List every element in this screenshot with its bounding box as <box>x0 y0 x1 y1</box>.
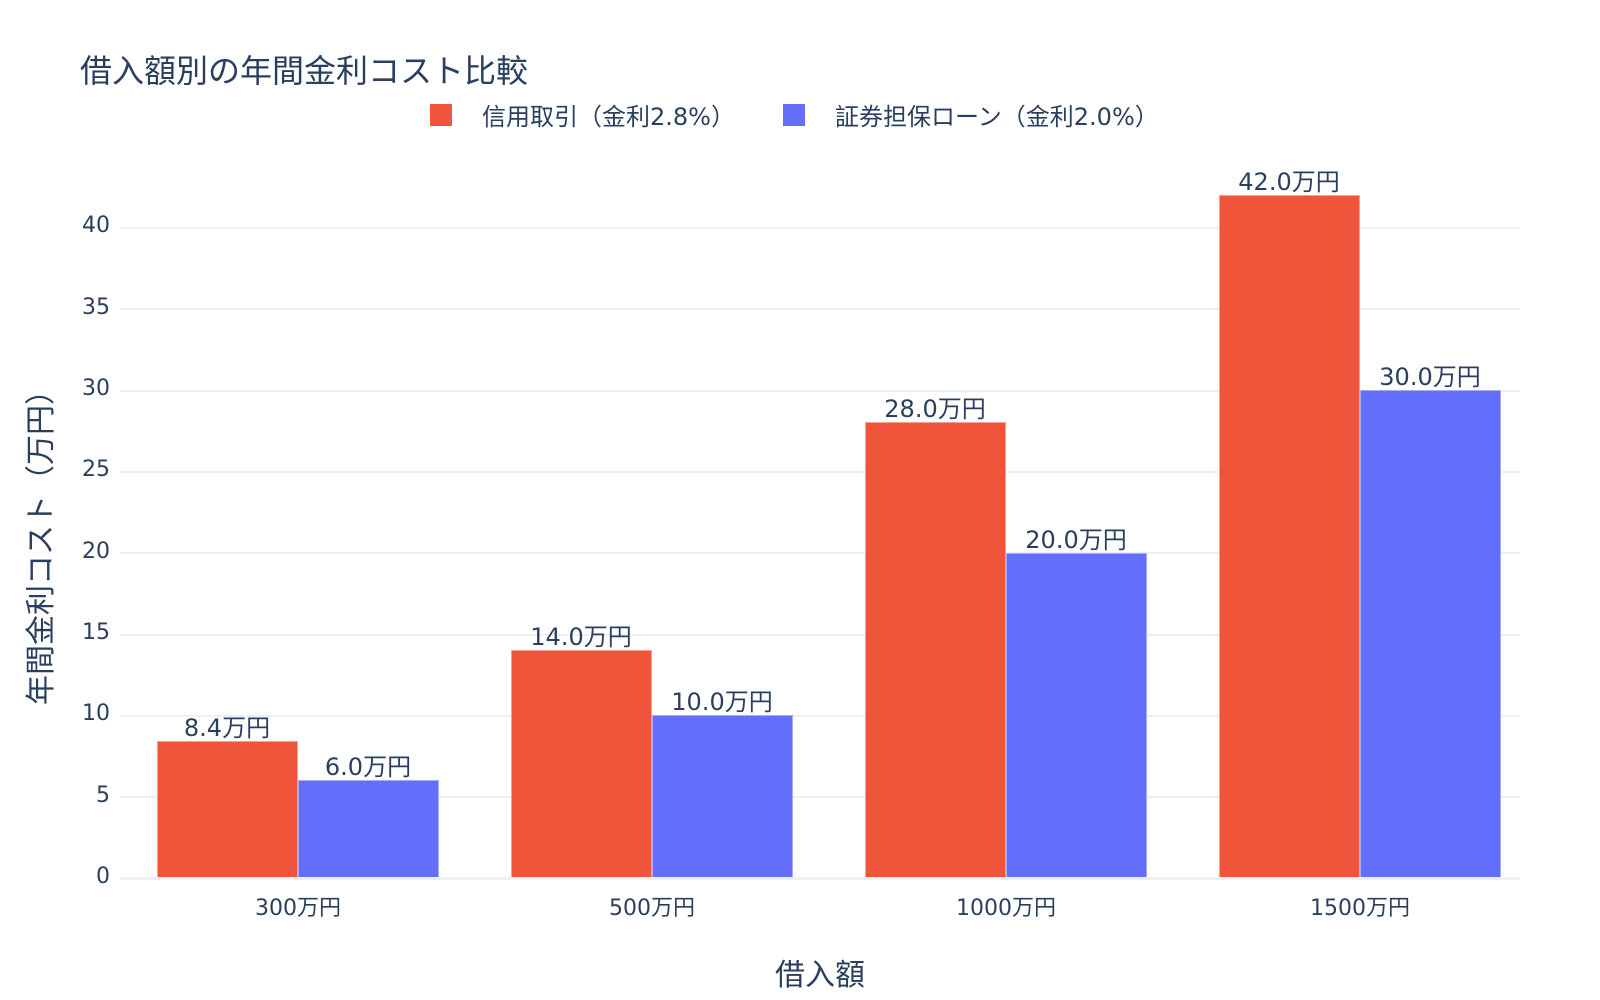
bar-loan-1500[interactable] <box>1360 390 1501 878</box>
bar-value-label: 10.0万円 <box>671 688 773 716</box>
bar-value-label: 14.0万円 <box>530 623 632 651</box>
y-tick: 35 <box>82 295 110 320</box>
chart-title: 借入額別の年間金利コスト比較 <box>80 52 529 90</box>
bar-margin-1500[interactable] <box>1219 195 1360 878</box>
plot-area: 8.4万円 6.0万円 14.0万円 10.0万円 28.0万円 20.0万円 … <box>120 0 1520 1000</box>
y-tick: 20 <box>82 539 110 564</box>
legend-label: 信用取引（金利2.8%） <box>482 103 735 131</box>
x-axis-title: 借入額 <box>775 958 865 993</box>
x-tick: 1500万円 <box>1310 896 1410 921</box>
bar-value-label: 30.0万円 <box>1379 363 1481 391</box>
x-axis-baseline <box>120 877 1520 880</box>
y-tick: 40 <box>82 213 110 238</box>
gridline <box>120 227 1520 229</box>
bar-value-label: 8.4万円 <box>183 714 271 742</box>
y-tick: 25 <box>82 457 110 482</box>
bar-value-label: 20.0万円 <box>1025 526 1127 554</box>
gridline <box>120 471 1520 473</box>
gridline <box>120 715 1520 717</box>
gridline <box>120 634 1520 636</box>
bar-value-label: 28.0万円 <box>884 395 986 423</box>
bar-value-label: 6.0万円 <box>324 753 412 781</box>
legend-item-margin-trading[interactable]: 信用取引（金利2.8%） <box>430 97 735 132</box>
legend-swatch-icon <box>782 103 805 126</box>
x-tick: 300万円 <box>255 896 341 921</box>
y-tick: 10 <box>82 701 110 726</box>
bar-value-label: 42.0万円 <box>1238 168 1340 196</box>
y-tick: 30 <box>82 376 110 401</box>
bar-margin-1000[interactable] <box>865 422 1006 878</box>
x-tick: 500万円 <box>609 896 695 921</box>
y-tick: 0 <box>96 864 110 889</box>
legend: 信用取引（金利2.8%） 証券担保ローン（金利2.0%） <box>430 97 1159 132</box>
bar-loan-300[interactable] <box>298 780 439 878</box>
y-tick: 5 <box>96 783 110 808</box>
gridline <box>120 390 1520 392</box>
x-tick: 1000万円 <box>956 896 1056 921</box>
gridline <box>120 308 1520 310</box>
legend-label: 証券担保ローン（金利2.0%） <box>834 103 1159 131</box>
legend-swatch-icon <box>430 103 452 126</box>
bar-loan-500[interactable] <box>652 715 793 878</box>
legend-item-securities-loan[interactable]: 証券担保ローン（金利2.0%） <box>782 97 1159 132</box>
gridline <box>120 552 1520 554</box>
gridline <box>120 796 1520 798</box>
bar-margin-300[interactable] <box>157 741 298 878</box>
bar-margin-500[interactable] <box>511 650 652 878</box>
y-tick: 15 <box>82 620 110 645</box>
bar-loan-1000[interactable] <box>1006 553 1147 878</box>
